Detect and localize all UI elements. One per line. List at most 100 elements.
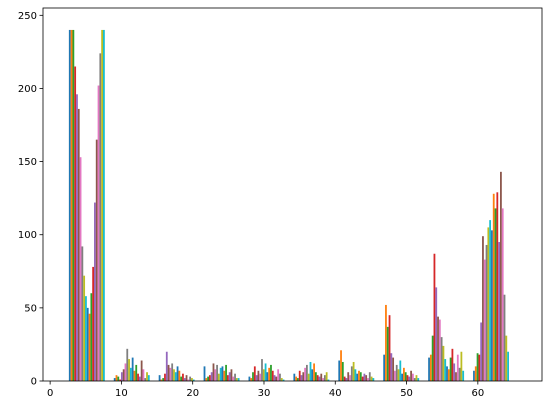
bar [90,293,93,381]
bar [388,315,391,381]
bar [385,304,387,381]
bar [255,375,258,381]
bar [187,379,190,381]
bar [72,29,75,382]
x-tick-label: 60 [471,388,484,399]
bar [205,378,208,381]
bar [122,369,125,381]
bar [142,369,145,381]
x-tick-label: 50 [400,388,413,399]
bar [83,275,86,381]
bar [345,378,348,381]
bar [212,363,215,381]
bar [428,357,430,381]
bar [307,373,310,381]
bar [358,370,360,381]
bar [140,360,143,381]
bar [280,378,283,381]
bar [363,373,366,381]
bar [313,363,315,381]
bar [462,370,465,381]
bar [68,29,71,382]
bar [368,372,371,381]
bar [411,373,414,381]
bar [234,373,236,381]
bar [85,296,87,381]
bar [277,369,280,381]
bar [235,378,238,381]
bar [178,370,181,381]
bar [131,357,134,381]
bar [447,369,450,381]
bar [191,378,193,381]
bar [410,370,412,381]
bar [399,360,402,381]
bar [146,372,148,381]
bar [455,372,457,381]
x-tick-label: 0 [47,388,53,399]
y-tick-label: 250 [18,11,37,22]
bar [449,357,452,381]
bar [167,364,170,381]
bar [230,369,233,381]
bar [354,369,357,381]
bar [225,364,227,381]
bar [86,307,89,381]
bar [492,193,495,381]
bar [74,66,77,382]
bar [507,351,509,381]
bar [489,220,492,381]
bar [437,316,439,381]
bar [446,366,448,381]
bar [417,378,420,381]
bar [406,375,409,381]
bar [275,376,278,381]
bar [386,326,389,381]
bar [162,378,165,381]
bar [485,244,488,381]
bar [343,376,346,381]
bar [500,171,502,381]
bar [453,363,456,381]
bar [266,372,269,381]
bar [165,351,168,381]
bar [401,373,404,381]
bar [458,367,461,381]
bar [480,322,483,381]
bar [192,379,195,381]
x-tick-label: 40 [329,388,342,399]
bar [129,367,132,381]
bar [137,373,139,381]
bar [76,94,78,381]
x-tick-label: 10 [115,388,128,399]
bar [217,373,220,381]
bar [482,236,484,381]
bar [302,372,305,381]
bar [356,373,359,381]
bar [173,369,175,381]
bar [103,29,105,382]
bar [352,361,355,381]
bar [189,376,192,381]
bar [438,319,441,381]
bar [435,287,438,381]
bar [88,313,91,381]
bar [164,373,166,381]
bar [293,373,296,381]
bar [503,294,506,381]
bar [261,359,263,381]
bar [494,208,497,381]
bar [262,369,265,381]
bar [180,376,183,381]
bar [147,375,150,381]
bar [498,242,501,381]
plot-frame [42,7,543,382]
bar [113,378,116,381]
bar [79,157,82,381]
bar [271,370,274,381]
bar [359,372,362,381]
y-tick-label: 200 [18,84,37,95]
bar [390,353,393,381]
bar [311,369,314,381]
